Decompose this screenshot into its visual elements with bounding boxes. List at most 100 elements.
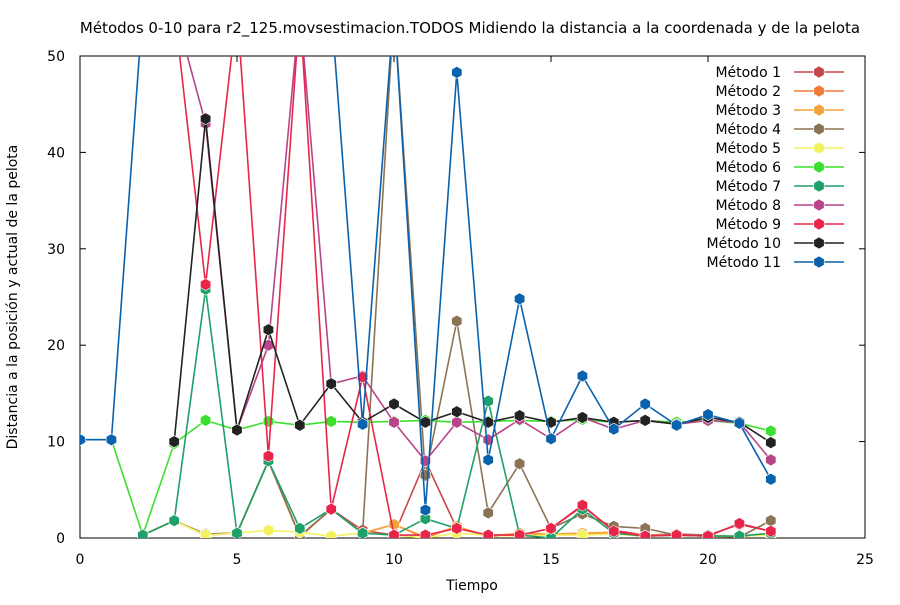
- series-10: [168, 112, 777, 449]
- data-point: [200, 278, 212, 291]
- data-point: [137, 528, 149, 538]
- data-point: [702, 529, 714, 538]
- axes: 0 5 10 15 20 25 0 10 20 30 40 50: [47, 49, 874, 568]
- data-point: [325, 415, 337, 428]
- data-point: [639, 529, 651, 538]
- data-point: [419, 512, 431, 526]
- legend-entry: Método 7: [715, 179, 844, 195]
- series-4: [137, 56, 777, 538]
- data-point: [576, 528, 588, 538]
- data-point: [80, 433, 86, 447]
- data-point: [388, 415, 400, 429]
- data-point: [168, 435, 180, 448]
- legend-entry: Método 2: [715, 84, 844, 100]
- data-point: [765, 436, 777, 449]
- legend-marker: [813, 141, 825, 155]
- legend-marker: [813, 160, 825, 174]
- data-point: [231, 423, 243, 437]
- data-point: [733, 517, 745, 530]
- legend-entry: Método 11: [707, 255, 844, 271]
- legend-entry: Método 3: [715, 103, 844, 119]
- data-point: [733, 529, 745, 538]
- data-point: [325, 377, 337, 391]
- data-point: [325, 502, 337, 516]
- legend-label: Método 10: [707, 236, 781, 252]
- x-tick-label: 15: [542, 552, 560, 568]
- legend-entry: Método 4: [715, 122, 844, 138]
- data-point: [514, 292, 526, 306]
- legend-marker: [813, 122, 825, 136]
- x-tick-label: 25: [856, 552, 874, 568]
- data-point: [200, 112, 212, 126]
- data-point: [325, 529, 337, 538]
- data-point: [451, 405, 463, 419]
- data-point: [608, 524, 620, 538]
- data-point: [576, 369, 588, 383]
- legend-label: Método 4: [715, 122, 781, 138]
- data-point: [482, 453, 494, 467]
- legend-marker: [813, 84, 825, 98]
- data-point: [576, 498, 588, 512]
- y-tick-label: 50: [47, 49, 65, 65]
- data-point: [765, 453, 777, 467]
- legend-entry: Método 9: [715, 217, 844, 233]
- legend-entry: Método 6: [715, 160, 844, 176]
- data-point: [419, 415, 431, 429]
- data-point: [671, 528, 683, 538]
- data-point: [357, 526, 369, 538]
- data-point: [639, 414, 651, 427]
- series-11: [80, 56, 777, 517]
- legend-marker: [813, 198, 825, 212]
- legend-entry: Método 8: [715, 198, 844, 214]
- y-axis-label: Distancia a la posición y actual de la p…: [5, 145, 21, 450]
- legend-label: Método 9: [715, 217, 781, 233]
- x-tick-label: 5: [233, 552, 242, 568]
- x-axis-label: Tiempo: [445, 578, 498, 594]
- data-point: [576, 411, 588, 424]
- data-point: [671, 418, 683, 432]
- data-point: [451, 522, 463, 535]
- y-tick-label: 30: [47, 242, 65, 258]
- data-point: [545, 432, 557, 446]
- legend-label: Método 5: [715, 141, 781, 157]
- data-point: [451, 66, 463, 79]
- data-point: [765, 424, 777, 438]
- data-point: [262, 338, 274, 352]
- data-point: [514, 409, 526, 422]
- legend-label: Método 1: [715, 65, 781, 81]
- data-point: [419, 503, 431, 517]
- legend-marker: [813, 65, 825, 79]
- legend-label: Método 2: [715, 84, 781, 100]
- legend-marker: [813, 103, 825, 117]
- data-point: [608, 422, 620, 436]
- legend-entry: Método 10: [707, 236, 844, 252]
- data-point: [765, 514, 777, 527]
- legend-label: Método 8: [715, 198, 781, 214]
- series-9: [178, 56, 777, 538]
- data-point: [294, 522, 306, 535]
- data-point: [514, 528, 526, 538]
- y-tick-label: 20: [47, 338, 65, 354]
- legend-label: Método 3: [715, 103, 781, 119]
- legend-label: Método 6: [715, 160, 781, 176]
- legend-entry: Método 5: [715, 141, 844, 157]
- legend-marker: [813, 236, 825, 250]
- data-point: [514, 457, 526, 471]
- data-point: [482, 506, 494, 520]
- legend-entry: Método 1: [715, 65, 844, 81]
- data-point: [388, 528, 400, 538]
- data-point: [545, 522, 557, 535]
- legend-label: Método 11: [707, 255, 781, 271]
- legend-marker: [813, 255, 825, 269]
- data-point: [357, 417, 369, 431]
- data-point: [262, 449, 274, 463]
- data-point: [451, 314, 463, 328]
- data-point: [639, 397, 651, 411]
- data-point: [733, 416, 745, 430]
- data-point: [388, 397, 400, 411]
- legend-marker: [813, 217, 825, 231]
- chart-title: Métodos 0-10 para r2_125.movsestimacion.…: [80, 19, 860, 38]
- data-point: [262, 415, 274, 428]
